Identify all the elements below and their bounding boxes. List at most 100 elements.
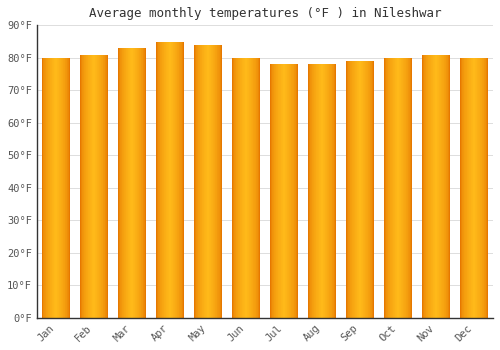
Bar: [472, 58, 473, 318]
Bar: [311, 64, 312, 318]
Bar: [84, 55, 85, 318]
Bar: [214, 45, 216, 318]
Bar: [245, 58, 246, 318]
Bar: [240, 58, 242, 318]
Bar: [371, 61, 372, 318]
Bar: [62, 58, 63, 318]
Bar: [170, 42, 172, 318]
Bar: [318, 64, 320, 318]
Bar: [163, 42, 164, 318]
Bar: [164, 42, 166, 318]
Bar: [140, 48, 141, 318]
Bar: [369, 61, 370, 318]
Bar: [434, 55, 435, 318]
Bar: [159, 42, 160, 318]
Bar: [106, 55, 107, 318]
Bar: [91, 55, 92, 318]
Bar: [403, 58, 404, 318]
Bar: [212, 45, 214, 318]
Bar: [52, 58, 54, 318]
Bar: [329, 64, 330, 318]
Bar: [138, 48, 140, 318]
Bar: [384, 58, 385, 318]
Bar: [206, 45, 208, 318]
Bar: [237, 58, 238, 318]
Bar: [360, 61, 361, 318]
Bar: [124, 48, 125, 318]
Bar: [392, 58, 394, 318]
Bar: [472, 58, 474, 318]
Bar: [104, 55, 105, 318]
Bar: [286, 64, 287, 318]
Bar: [174, 42, 175, 318]
Bar: [182, 42, 183, 318]
Bar: [58, 58, 59, 318]
Bar: [362, 61, 363, 318]
Bar: [280, 64, 281, 318]
Bar: [220, 45, 221, 318]
Bar: [197, 45, 198, 318]
Bar: [394, 58, 396, 318]
Bar: [464, 58, 466, 318]
Bar: [195, 45, 196, 318]
Bar: [282, 64, 283, 318]
Bar: [200, 45, 201, 318]
Bar: [322, 64, 324, 318]
Bar: [335, 64, 336, 318]
Bar: [238, 58, 240, 318]
Bar: [396, 58, 398, 318]
Bar: [88, 55, 89, 318]
Bar: [426, 55, 428, 318]
Bar: [272, 64, 273, 318]
Bar: [49, 58, 50, 318]
Bar: [484, 58, 485, 318]
Bar: [87, 55, 88, 318]
Bar: [54, 58, 56, 318]
Bar: [410, 58, 411, 318]
Bar: [51, 58, 52, 318]
Bar: [93, 55, 94, 318]
Bar: [179, 42, 180, 318]
Bar: [180, 42, 181, 318]
Bar: [136, 48, 137, 318]
Bar: [288, 64, 290, 318]
Bar: [98, 55, 99, 318]
Bar: [246, 58, 248, 318]
Bar: [95, 55, 96, 318]
Bar: [430, 55, 432, 318]
Bar: [317, 64, 318, 318]
Bar: [244, 58, 246, 318]
Bar: [446, 55, 447, 318]
Bar: [476, 58, 477, 318]
Bar: [217, 45, 218, 318]
Bar: [107, 55, 108, 318]
Bar: [349, 61, 350, 318]
Bar: [57, 58, 58, 318]
Bar: [250, 58, 251, 318]
Bar: [478, 58, 479, 318]
Bar: [356, 61, 357, 318]
Bar: [422, 55, 423, 318]
Bar: [346, 61, 347, 318]
Bar: [373, 61, 374, 318]
Bar: [400, 58, 401, 318]
Bar: [126, 48, 128, 318]
Bar: [440, 55, 441, 318]
Bar: [129, 48, 130, 318]
Bar: [353, 61, 354, 318]
Bar: [480, 58, 481, 318]
Bar: [183, 42, 184, 318]
Bar: [293, 64, 294, 318]
Bar: [171, 42, 172, 318]
Bar: [275, 64, 276, 318]
Bar: [172, 42, 174, 318]
Bar: [330, 64, 331, 318]
Bar: [394, 58, 395, 318]
Bar: [218, 45, 219, 318]
Bar: [176, 42, 178, 318]
Bar: [44, 58, 45, 318]
Bar: [334, 64, 335, 318]
Bar: [396, 58, 397, 318]
Bar: [216, 45, 217, 318]
Bar: [248, 58, 250, 318]
